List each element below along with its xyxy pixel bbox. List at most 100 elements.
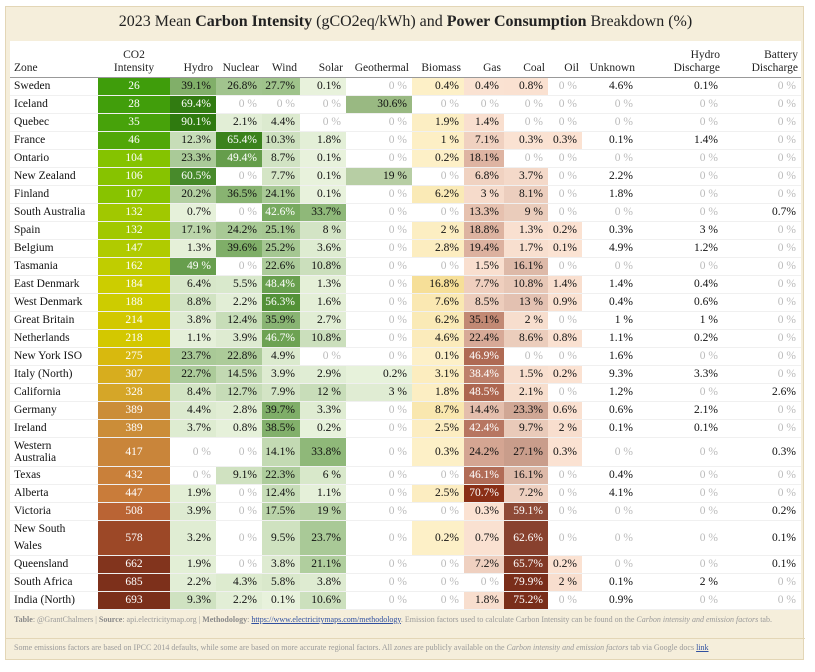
unknown-cell: 1.8% (582, 185, 638, 204)
hydro-cell: 3.9% (170, 502, 216, 521)
footer-author: : @GrantChalmers | (32, 615, 99, 624)
zone-name: Ireland (10, 419, 98, 438)
table-row: New Zealand 106 60.5% 0 % 7.7% 0.1% 19 % 0 % 6.8… (10, 167, 801, 186)
table-row: Ireland 389 3.7% 0.8% 38.5% 0.2% 0 % 2.5% 42.4% 9… (10, 419, 801, 438)
co2-intensity-cell: 132 (98, 221, 170, 240)
table-row: Germany 389 4.4% 2.8% 39.7% 3.3% 0 % 8.7% 14.4% 2… (10, 401, 801, 420)
column-header-hydro-discharge: Hydro Discharge (638, 41, 723, 78)
biomass-cell: 2.8% (412, 239, 464, 258)
battery-discharge-cell: 0 % (723, 466, 801, 485)
geothermal-cell: 0 % (346, 311, 412, 330)
co2-intensity-cell: 328 (98, 383, 170, 402)
table-row: Quebec 35 90.1% 2.1% 4.4% 0 % 0 % 1.9% 1.4% 0 % 0 … (10, 113, 801, 132)
nuclear-cell: 0.8% (216, 419, 262, 438)
hydro-cell: 0 % (170, 437, 216, 467)
biomass-cell: 0 % (412, 591, 464, 610)
hydro-discharge-cell: 0 % (638, 437, 723, 467)
google-docs-link[interactable]: link (696, 643, 709, 652)
biomass-cell: 2 % (412, 221, 464, 240)
oil-cell: 0 % (548, 466, 582, 485)
co2-intensity-cell: 26 (98, 77, 170, 96)
gas-cell: 0.4% (464, 77, 504, 96)
geothermal-cell: 0 % (346, 293, 412, 312)
coal-cell: 16.1% (504, 257, 548, 276)
hydro-cell: 20.2% (170, 185, 216, 204)
unknown-cell: 0.4% (582, 466, 638, 485)
biomass-cell: 7.6% (412, 293, 464, 312)
data-table: Zone CO2 Intensity Hydro Nuclear Wind Solar Geo… (10, 41, 801, 610)
co2-intensity-cell: 307 (98, 365, 170, 384)
battery-discharge-cell: 0 % (723, 131, 801, 150)
nuclear-cell: 49.4% (216, 149, 262, 168)
gas-cell: 22.4% (464, 329, 504, 348)
battery-discharge-cell: 0 % (723, 311, 801, 330)
geothermal-cell: 0 % (346, 239, 412, 258)
hydro-discharge-cell: 0 % (638, 591, 723, 610)
table-row: Queensland 662 1.9% 0 % 3.8% 21.1% 0 % 0 % 7.2% 6… (10, 555, 801, 574)
unknown-cell: 0.3% (582, 221, 638, 240)
geothermal-cell: 0 % (346, 257, 412, 276)
zone-name: India (North) (10, 591, 98, 610)
gas-cell: 70.7% (464, 484, 504, 503)
zone-name: Great Britain (10, 311, 98, 330)
methodology-link[interactable]: https://www.electricitymaps.com/methodol… (251, 615, 401, 624)
nuclear-cell: 0 % (216, 437, 262, 467)
nuclear-cell: 39.6% (216, 239, 262, 258)
hydro-discharge-cell: 0 % (638, 484, 723, 503)
wind-cell: 3.9% (262, 365, 300, 384)
nuclear-cell: 0 % (216, 167, 262, 186)
unknown-cell: 0 % (582, 502, 638, 521)
biomass-cell: 16.8% (412, 275, 464, 294)
unknown-cell: 0 % (582, 555, 638, 574)
biomass-cell: 4.6% (412, 329, 464, 348)
biomass-cell: 8.7% (412, 401, 464, 420)
hydro-cell: 90.1% (170, 113, 216, 132)
battery-discharge-cell: 0 % (723, 77, 801, 96)
biomass-cell: 0.2% (412, 149, 464, 168)
hydro-discharge-cell: 2 % (638, 573, 723, 592)
wind-cell: 42.6% (262, 203, 300, 222)
geothermal-cell: 0 % (346, 113, 412, 132)
zone-name: Quebec (10, 113, 98, 132)
nuclear-cell: 0 % (216, 520, 262, 556)
gas-cell: 19.4% (464, 239, 504, 258)
table-row: Great Britain 214 3.8% 12.4% 35.9% 2.7% 0 % 6.2… (10, 311, 801, 330)
unknown-cell: 9.3% (582, 365, 638, 384)
oil-cell: 0 % (548, 185, 582, 204)
battery-discharge-cell: 0 % (723, 347, 801, 366)
title-bold-carbon: Carbon Intensity (195, 13, 313, 30)
coal-cell: 27.1% (504, 437, 548, 467)
nuclear-cell: 14.5% (216, 365, 262, 384)
footer2-zones: zones (394, 643, 412, 652)
header-row: Zone CO2 Intensity Hydro Nuclear Wind Solar Geo… (10, 41, 801, 78)
biomass-cell: 1.9% (412, 113, 464, 132)
gas-cell: 3 % (464, 185, 504, 204)
co2-intensity-cell: 147 (98, 239, 170, 258)
zone-name: France (10, 131, 98, 150)
oil-cell: 0.2% (548, 555, 582, 574)
coal-cell: 0 % (504, 347, 548, 366)
geothermal-cell: 0 % (346, 149, 412, 168)
solar-cell: 0.1% (300, 149, 346, 168)
co2-intensity-cell: 184 (98, 275, 170, 294)
biomass-cell: 0.2% (412, 520, 464, 556)
oil-cell: 0 % (548, 520, 582, 556)
hydro-discharge-cell: 0.2% (638, 329, 723, 348)
table-row: India (North) 693 9.3% 2.2% 0.1% 10.6% 0 % 0 % 1… (10, 591, 801, 610)
hydro-discharge-cell: 0 % (638, 113, 723, 132)
hydro-cell: 3.8% (170, 311, 216, 330)
hydro-cell: 0 % (170, 466, 216, 485)
solar-cell: 0 % (300, 347, 346, 366)
wind-cell: 8.7% (262, 149, 300, 168)
column-header-battery-discharge: Battery Discharge (723, 41, 801, 78)
co2-intensity-cell: 578 (98, 520, 170, 556)
nuclear-cell: 0 % (216, 555, 262, 574)
coal-cell: 0.8% (504, 77, 548, 96)
unknown-cell: 0.1% (582, 419, 638, 438)
table-row: South Australia 132 0.7% 0 % 42.6% 33.7% 0 % 0 … (10, 203, 801, 222)
wind-cell: 25.2% (262, 239, 300, 258)
footer-end: tab. (758, 615, 772, 624)
battery-discharge-cell: 0 % (723, 149, 801, 168)
hydro-cell: 6.4% (170, 275, 216, 294)
hydro-cell: 9.3% (170, 591, 216, 610)
